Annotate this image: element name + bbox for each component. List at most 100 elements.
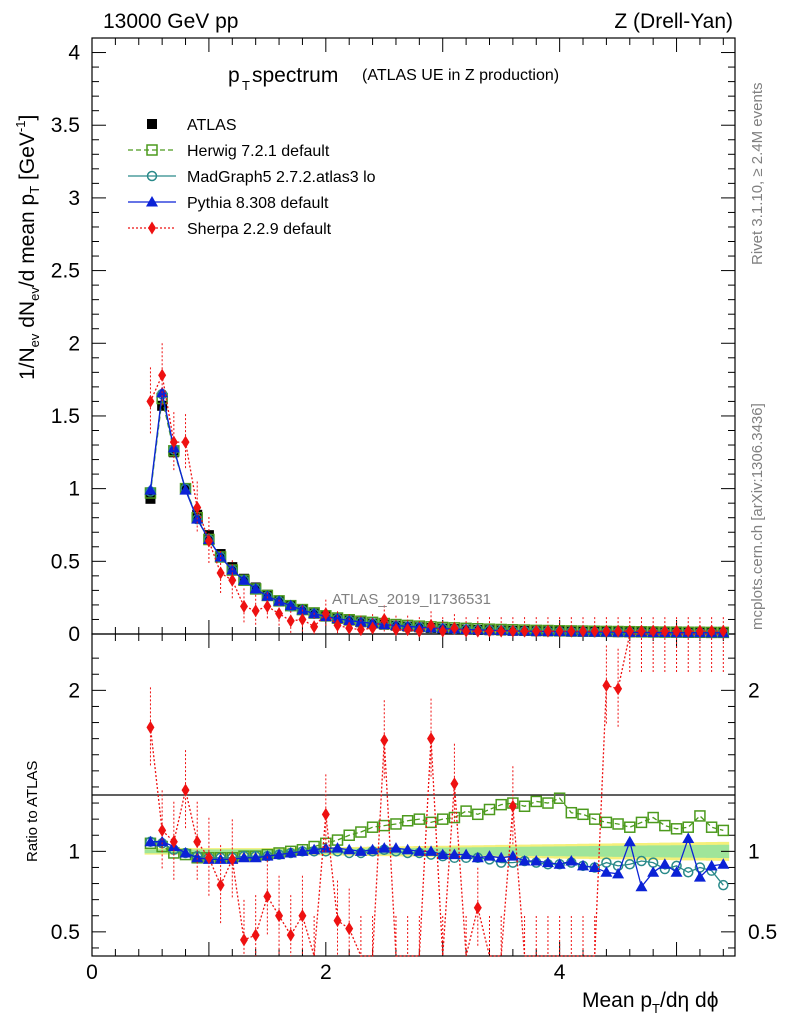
svg-text:1/Nev dNev/d mean pT [GeV-1]: 1/Nev dNev/d mean pT [GeV-1]: [13, 115, 42, 380]
data-point: [413, 845, 426, 856]
y-axis-label-ratio: Ratio to ATLAS: [24, 761, 41, 862]
legend: ATLAS Herwig 7.2.1 default MadGraph5 2.7.2…: [128, 117, 376, 238]
data-point: [239, 599, 248, 613]
data-point: [471, 851, 484, 863]
data-point: [310, 620, 319, 634]
x-tick-label: 2: [320, 961, 332, 984]
legend-label: Sherpa 2.2.9 default: [187, 221, 332, 238]
data-point: [436, 848, 449, 860]
data-point: [600, 866, 613, 877]
data-point: [425, 845, 438, 856]
data-point: [169, 835, 178, 849]
data-point: [659, 819, 671, 832]
data-point: [321, 807, 330, 821]
data-point: [286, 928, 295, 942]
y-tick-label: 3: [68, 187, 80, 210]
data-point: [179, 846, 192, 858]
data-point: [249, 851, 262, 863]
data-point: [483, 803, 496, 816]
data-point: [401, 815, 414, 827]
data-point: [520, 624, 529, 638]
data-point: [506, 850, 519, 861]
data-point: [298, 612, 307, 626]
data-point: [181, 783, 190, 797]
ylabel-sub-ev: ev: [27, 333, 42, 347]
data-point: [331, 842, 344, 853]
data-point: [473, 901, 482, 915]
ylabel-part-5: ]: [16, 115, 39, 121]
legend-label: ATLAS: [187, 117, 237, 134]
data-point: [273, 848, 286, 860]
plot-title-sub: T: [242, 78, 250, 93]
data-point: [532, 624, 541, 638]
data-point: [705, 821, 718, 833]
data-point: [368, 621, 377, 635]
mcplots-label: mcplots.cern.ch [arXiv:1306.3436]: [749, 403, 766, 630]
legend-marker: [146, 144, 158, 156]
data-point: [144, 835, 157, 847]
plot-title: p: [228, 64, 240, 87]
y-tick-label: 0.5: [51, 550, 80, 573]
data-point: [543, 624, 552, 638]
data-point: [380, 733, 389, 747]
data-point: [635, 880, 648, 892]
data-point: [530, 855, 543, 866]
y-tick-label: 2: [68, 332, 80, 355]
data-point: [333, 618, 342, 632]
data-point: [391, 623, 400, 637]
data-point: [612, 818, 624, 830]
data-point: [472, 808, 484, 821]
data-point: [555, 624, 564, 638]
data-point: [495, 851, 508, 863]
data-point: [541, 856, 554, 868]
data-point: [460, 805, 472, 817]
data-point: [600, 816, 613, 829]
data-point: [577, 808, 589, 821]
data-point: [553, 858, 566, 869]
data-point: [146, 394, 155, 408]
data-point: [602, 679, 611, 693]
data-point: [483, 850, 496, 861]
data-point: [718, 879, 729, 891]
data-point: [237, 574, 250, 585]
data-point: [565, 806, 578, 819]
data-point: [565, 855, 578, 866]
data-point: [333, 914, 342, 928]
legend-marker: [146, 196, 158, 207]
data-point: [623, 835, 636, 847]
data-point: [542, 797, 554, 809]
y-tick-label: 0: [68, 623, 80, 646]
ratio-y-tick-label: 0.5: [51, 921, 80, 944]
data-point: [649, 624, 658, 638]
data-point: [251, 928, 260, 942]
data-point: [436, 813, 449, 825]
xlabel-sub: T: [652, 1001, 660, 1016]
y-tick-label: 4: [68, 42, 80, 65]
data-point: [614, 682, 623, 696]
data-point: [415, 624, 424, 638]
data-point: [237, 851, 250, 863]
data-point: [413, 813, 426, 825]
ratio-y-tick-label: 2: [68, 679, 80, 702]
data-point: [204, 851, 213, 865]
data-point: [275, 607, 284, 621]
data-point: [204, 534, 213, 548]
x-axis-label: Mean pT/dη dϕ: [582, 989, 718, 1016]
x-tick-label: 4: [554, 961, 566, 984]
data-point: [355, 826, 367, 838]
legend-label: Pythia 8.308 default: [187, 195, 329, 212]
data-point: [275, 909, 284, 923]
xlabel-part-1: Mean p: [582, 989, 652, 1012]
data-point: [658, 858, 671, 869]
data-point: [251, 604, 260, 618]
analysis-id: ATLAS_2019_I1736531: [332, 591, 491, 608]
data-point: [705, 859, 718, 871]
data-point: [462, 624, 471, 638]
data-point: [380, 612, 389, 626]
data-point: [308, 843, 321, 855]
data-point: [495, 798, 507, 811]
data-point: [717, 824, 730, 837]
data-point: [228, 852, 237, 866]
